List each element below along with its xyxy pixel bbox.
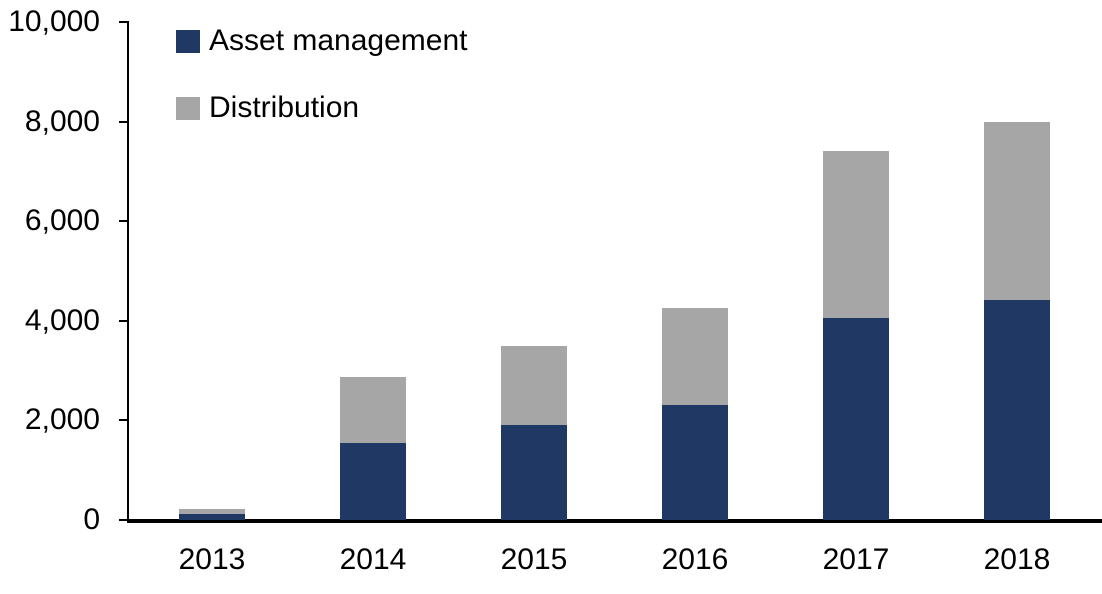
bar-2018-segment-distribution <box>984 121 1050 300</box>
x-tick-label-2014: 2014 <box>339 543 407 576</box>
bar-2014-segment-asset-management <box>340 442 406 520</box>
bar-2015-segment-asset-management <box>501 425 567 520</box>
y-tick-mark <box>119 319 129 322</box>
x-axis-line <box>127 519 1102 523</box>
x-tick-label-2017: 2017 <box>822 543 890 576</box>
y-tick-label: 0 <box>83 503 100 536</box>
x-tick-label-2015: 2015 <box>500 543 568 576</box>
legend-item-asset-management: Asset management <box>176 24 467 58</box>
x-tick-label-2016: 2016 <box>661 543 729 576</box>
y-tick-mark <box>119 120 129 123</box>
y-tick-mark <box>119 519 129 521</box>
y-tick-label: 10,000 <box>8 5 100 38</box>
bar-2018-segment-asset-management <box>984 299 1050 520</box>
x-tick-label-2018: 2018 <box>983 543 1051 576</box>
x-tick-label-2013: 2013 <box>178 543 246 576</box>
bar-2015-segment-distribution <box>501 345 567 426</box>
bar-2013-segment-distribution <box>179 509 245 514</box>
y-tick-label: 4,000 <box>24 303 100 337</box>
y-tick-label: 8,000 <box>24 104 100 138</box>
bar-2016-segment-distribution <box>662 308 728 405</box>
bar-2014-segment-distribution <box>340 377 406 443</box>
y-tick-label: 6,000 <box>24 204 100 238</box>
legend-swatch-icon <box>176 29 200 53</box>
y-axis-line <box>127 21 129 522</box>
legend-label: Asset management <box>209 24 468 57</box>
bar-2017-segment-asset-management <box>823 318 889 520</box>
y-tick-label: 2,000 <box>24 403 100 437</box>
y-tick-mark <box>119 21 129 23</box>
bar-2016-segment-asset-management <box>662 404 728 520</box>
bar-2013-segment-asset-management <box>179 514 245 520</box>
legend-item-distribution: Distribution <box>176 91 359 125</box>
y-tick-mark <box>119 220 129 223</box>
legend-swatch-icon <box>176 96 200 120</box>
legend-label: Distribution <box>209 91 360 124</box>
bar-2017-segment-distribution <box>823 151 889 319</box>
y-tick-mark <box>119 419 129 422</box>
